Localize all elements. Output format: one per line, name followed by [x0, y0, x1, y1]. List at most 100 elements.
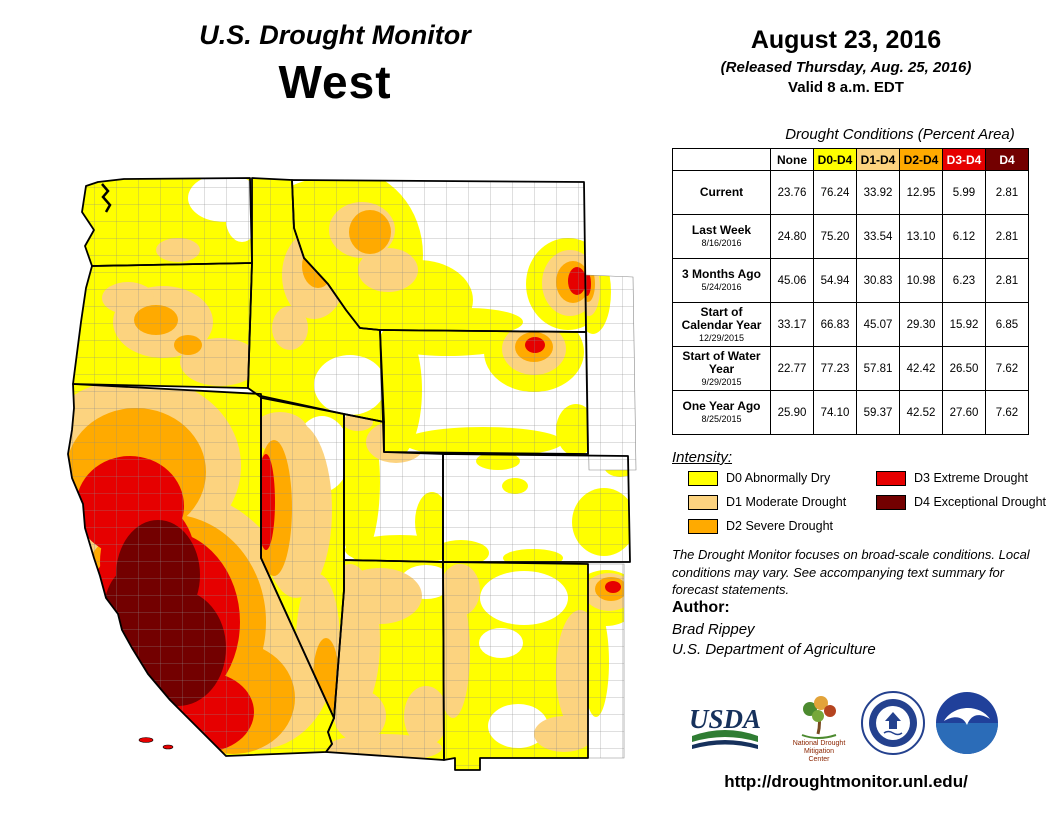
legend-label-d0: D0 Abnormally Dry	[726, 471, 831, 485]
table-cell: 5.99	[942, 170, 986, 215]
legend-label-d3: D3 Extreme Drought	[914, 471, 1028, 485]
row-label: 3 Months Ago 5/24/2016	[672, 258, 771, 303]
legend-item-d0: D0 Abnormally Dry	[688, 470, 830, 486]
table-cell: 7.62	[985, 346, 1029, 391]
column-header-d4: D4	[985, 148, 1029, 171]
table-cell: 29.30	[899, 302, 943, 347]
legend-label-d1: D1 Moderate Drought	[726, 495, 847, 509]
legend-item-d2: D2 Severe Drought	[688, 518, 833, 534]
table-cell: 6.23	[942, 258, 986, 303]
table-cell: 76.24	[813, 170, 857, 215]
table-cell: 54.94	[813, 258, 857, 303]
table-row: Start of Calendar Year 12/29/2015 33.17 6…	[672, 302, 1029, 347]
row-label: One Year Ago 8/25/2015	[672, 390, 771, 435]
row-label: Current	[672, 170, 771, 215]
column-header-d1d4: D1-D4	[856, 148, 900, 171]
author-organization: U.S. Department of Agriculture	[672, 641, 876, 658]
table-cell: 15.92	[942, 302, 986, 347]
legend-label-d2: D2 Severe Drought	[726, 519, 834, 533]
ndmc-text-2: Mitigation	[804, 748, 834, 755]
table-cell: 74.10	[813, 390, 857, 435]
ndmc-leaf-orange	[814, 696, 828, 710]
column-header-none: None	[770, 148, 814, 171]
table-row: Start of Water Year 9/29/2015 22.77 77.23…	[672, 346, 1029, 391]
table-cell: 75.20	[813, 214, 857, 259]
table-cell: 77.23	[813, 346, 857, 391]
author-name: Brad Rippey	[672, 621, 755, 638]
channel-island	[138, 737, 154, 743]
usda-logo-text: USDA	[689, 704, 761, 734]
table-cell: 10.98	[899, 258, 943, 303]
table-cell: 66.83	[813, 302, 857, 347]
noaa-logo	[936, 692, 998, 754]
table-cell: 42.52	[899, 390, 943, 435]
table-cell: 2.81	[985, 214, 1029, 259]
title-block: U.S. Drought Monitor West	[128, 20, 542, 109]
disclaimer-note: The Drought Monitor focuses on broad-sca…	[672, 547, 1030, 598]
table-cell: 7.62	[985, 390, 1029, 435]
row-label: Start of Water Year 9/29/2015	[672, 346, 771, 391]
legend-item-d3: D3 Extreme Drought	[876, 470, 1028, 486]
table-cell: 13.10	[899, 214, 943, 259]
table-cell: 23.76	[770, 170, 814, 215]
table-cell: 26.50	[942, 346, 986, 391]
table-row: 3 Months Ago 5/24/2016 45.06 54.94 30.83 …	[672, 258, 1029, 303]
ndmc-text-1: National Drought	[793, 740, 846, 747]
drought-map	[67, 177, 637, 771]
date-block: August 23, 2016 (Released Thursday, Aug.…	[652, 26, 1040, 96]
legend-item-d4: D4 Exceptional Drought	[876, 494, 1046, 510]
column-header-d3d4: D3-D4	[942, 148, 986, 171]
author-heading: Author:	[672, 599, 730, 616]
table-cell: 42.42	[899, 346, 943, 391]
legend-swatch-d1	[688, 494, 718, 510]
website-url[interactable]: http://droughtmonitor.unl.edu/	[724, 772, 968, 791]
usda-logo: USDA	[689, 704, 761, 749]
usda-green-swoosh	[692, 730, 758, 742]
valid-time: Valid 8 a.m. EDT	[788, 79, 904, 96]
table-cell: 24.80	[770, 214, 814, 259]
intensity-legend: D0 Abnormally Dry D1 Moderate Drought D2…	[688, 470, 1046, 542]
table-cell: 2.81	[985, 170, 1029, 215]
ndmc-grass	[801, 734, 837, 739]
table-header-row: None D0-D4 D1-D4 D2-D4 D3-D4 D4	[672, 148, 1029, 171]
channel-island	[162, 744, 174, 750]
table-row: Current 23.76 76.24 33.92 12.95 5.99 2.8…	[672, 170, 1029, 215]
table-row: One Year Ago 8/25/2015 25.90 74.10 59.37 …	[672, 390, 1029, 435]
county-lines-texture	[68, 178, 636, 770]
column-header-d0d4: D0-D4	[813, 148, 857, 171]
row-label: Last Week 8/16/2016	[672, 214, 771, 259]
noaa-lower-half	[936, 723, 998, 754]
legend-label-d4: D4 Exceptional Drought	[914, 495, 1047, 509]
table-cell: 2.81	[985, 258, 1029, 303]
ndmc-text-3: Center	[808, 756, 830, 763]
table-cell: 22.77	[770, 346, 814, 391]
seal-emblem	[885, 712, 901, 729]
commerce-seal-logo	[861, 691, 925, 755]
seal-waves	[883, 730, 903, 736]
corner-cell	[672, 148, 771, 171]
drought-table: None D0-D4 D1-D4 D2-D4 D3-D4 D4 Current …	[672, 148, 1029, 435]
column-header-d2d4: D2-D4	[899, 148, 943, 171]
table-row: Last Week 8/16/2016 24.80 75.20 33.54 13.…	[672, 214, 1029, 259]
table-cell: 33.92	[856, 170, 900, 215]
legend-item-d1: D1 Moderate Drought	[688, 494, 846, 510]
table-cell: 45.07	[856, 302, 900, 347]
table-cell: 25.90	[770, 390, 814, 435]
legend-swatch-d4	[876, 494, 906, 510]
row-label: Start of Calendar Year 12/29/2015	[672, 302, 771, 347]
table-cell: 27.60	[942, 390, 986, 435]
table-cell: 6.12	[942, 214, 986, 259]
region-title: West	[278, 56, 392, 108]
ndmc-leaf-lightgreen	[812, 710, 824, 722]
table-cell: 30.83	[856, 258, 900, 303]
report-title: U.S. Drought Monitor	[199, 20, 471, 50]
ndmc-logo: National Drought Mitigation Center	[793, 696, 846, 763]
legend-heading: Intensity:	[672, 449, 733, 466]
noaa-gull	[944, 707, 990, 725]
table-cell: 45.06	[770, 258, 814, 303]
usda-blue-swoosh	[692, 740, 758, 749]
report-date: August 23, 2016	[750, 26, 942, 54]
table-cell: 12.95	[899, 170, 943, 215]
legend-swatch-d2	[688, 518, 718, 534]
legend-swatch-d3	[876, 470, 906, 486]
